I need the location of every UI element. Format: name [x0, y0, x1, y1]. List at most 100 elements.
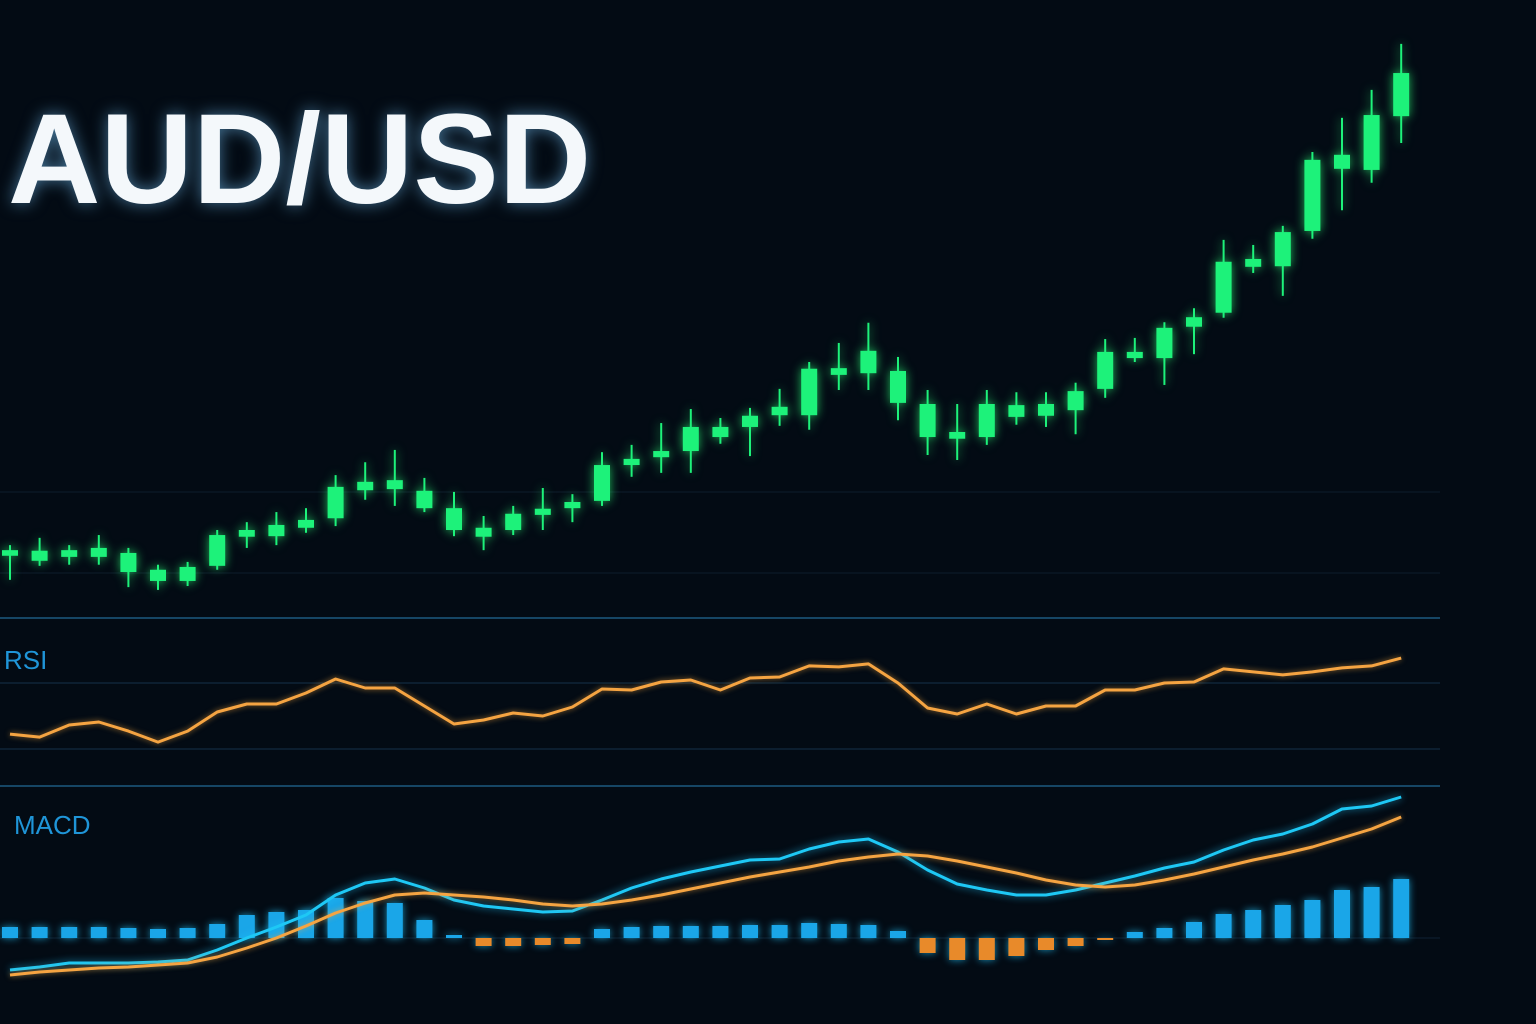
- candle-body: [150, 569, 166, 581]
- candle-body: [446, 508, 462, 530]
- histogram-bar: [1067, 938, 1084, 946]
- histogram-bar: [268, 912, 285, 938]
- histogram-bar: [890, 931, 906, 938]
- candle-body: [120, 552, 137, 572]
- panel-title: MACD: [14, 810, 91, 840]
- candle-body: [1363, 115, 1380, 170]
- candle-body: [90, 547, 107, 557]
- histogram-bar: [594, 929, 610, 938]
- histogram-bar: [1186, 922, 1202, 938]
- candle-body: [830, 368, 847, 375]
- candle-body: [268, 524, 285, 537]
- histogram-bar: [505, 938, 522, 946]
- candle-body: [534, 508, 551, 515]
- candle-body: [416, 490, 433, 509]
- candle-body: [1334, 154, 1350, 169]
- histogram-bar: [31, 927, 48, 938]
- candle-body: [238, 530, 255, 537]
- histogram-bar: [357, 901, 374, 938]
- histogram-bar: [949, 938, 966, 960]
- histogram-bar: [771, 925, 788, 938]
- candle-body: [1393, 73, 1410, 117]
- line: [9, 656, 1402, 744]
- background-grid: [0, 491, 1440, 750]
- line: [9, 815, 1402, 977]
- histogram-bar: [801, 923, 818, 938]
- line-series: [9, 795, 1402, 972]
- histogram-bar: [238, 915, 255, 938]
- histogram-bar: [120, 928, 137, 938]
- candle-body: [801, 368, 818, 416]
- line-series: [9, 815, 1402, 977]
- candle-body: [771, 406, 788, 416]
- candle-body: [712, 426, 729, 438]
- candle-body: [475, 527, 492, 537]
- candle-body: [2, 550, 18, 556]
- candle-body: [1215, 261, 1232, 313]
- candle-body: [742, 415, 758, 427]
- histogram-bar: [1393, 879, 1410, 938]
- plot-layer: [0, 43, 1440, 977]
- histogram-bar: [742, 925, 758, 938]
- candle-body: [1274, 232, 1291, 267]
- histogram-bar: [1363, 887, 1380, 938]
- histogram-bar: [1038, 938, 1054, 950]
- histogram-bar: [209, 924, 226, 938]
- candles: [2, 43, 1410, 590]
- histogram-bar: [978, 938, 995, 960]
- candle-body: [505, 513, 522, 530]
- histogram-bar: [682, 926, 699, 938]
- histogram-bar: [1274, 905, 1291, 938]
- candle-body: [1126, 351, 1143, 359]
- candle-body: [1097, 351, 1114, 389]
- histogram: [2, 879, 1410, 960]
- candle-body: [61, 550, 78, 557]
- histogram-bar: [534, 938, 551, 945]
- histogram-bar: [416, 920, 433, 938]
- candle-body: [1067, 391, 1084, 411]
- candle-body: [179, 566, 196, 581]
- chart-title: AUD/USD: [8, 88, 591, 231]
- histogram-bar: [1304, 900, 1321, 938]
- histogram-bar: [712, 926, 729, 938]
- candle-body: [682, 426, 699, 452]
- histogram-bar: [386, 903, 403, 938]
- candle-body: [1156, 327, 1173, 359]
- histogram-bar: [446, 935, 462, 938]
- histogram-bar: [1097, 938, 1114, 940]
- histogram-bar: [1008, 938, 1025, 956]
- histogram-bar: [860, 925, 877, 938]
- candle-body: [1304, 159, 1321, 231]
- histogram-bar: [564, 938, 581, 944]
- histogram-bar: [1126, 932, 1143, 938]
- candle-body: [31, 550, 48, 561]
- histogram-bar: [150, 929, 166, 938]
- histogram-bar: [919, 938, 936, 953]
- candle-body: [357, 481, 374, 491]
- candle-body: [1186, 317, 1202, 327]
- candle-body: [209, 535, 226, 566]
- candle-body: [298, 519, 314, 528]
- candle-body: [1038, 404, 1054, 416]
- candle-body: [919, 404, 936, 438]
- histogram-bar: [1334, 890, 1350, 938]
- candle-body: [594, 465, 610, 501]
- candle-body: [860, 350, 877, 374]
- line-series: [9, 656, 1402, 744]
- histogram-bar: [61, 927, 78, 938]
- histogram-bar: [2, 927, 18, 938]
- candle-body: [890, 370, 906, 403]
- histogram-bar: [475, 938, 492, 946]
- panel-title: RSI: [4, 645, 47, 675]
- candle-body: [978, 404, 995, 438]
- histogram-bar: [1156, 928, 1173, 938]
- candle-body: [623, 458, 640, 466]
- histogram-bar: [1245, 910, 1262, 938]
- candle-body: [949, 432, 966, 439]
- candle-body: [1245, 258, 1262, 267]
- histogram-bar: [653, 926, 670, 938]
- line: [9, 795, 1402, 972]
- candle-body: [1008, 405, 1025, 417]
- histogram-bar: [623, 927, 640, 938]
